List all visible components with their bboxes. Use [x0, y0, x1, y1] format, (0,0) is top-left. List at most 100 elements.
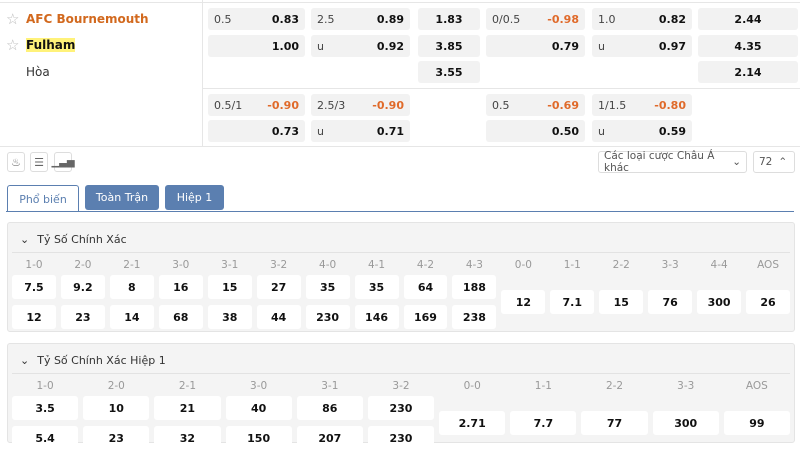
odds-cell[interactable]: 2.5 0.89 [311, 8, 410, 30]
odds-value: 0.71 [376, 124, 404, 138]
score-odds-home[interactable]: 40 [225, 396, 292, 420]
tab-toan-tran[interactable]: Toàn Trận [85, 185, 159, 210]
odds-cell[interactable]: 0.50 [486, 120, 585, 142]
odds-cell[interactable]: 0.73 [208, 120, 305, 142]
score-odds-home[interactable]: 15 [207, 275, 252, 299]
score-odds-draw[interactable]: 77 [581, 411, 648, 435]
score-odds-away[interactable]: 32 [154, 426, 221, 450]
odds-cell[interactable]: u 0.97 [592, 35, 692, 57]
odds-cell[interactable]: 0.5/1 -0.90 [208, 94, 305, 116]
score-odds-away[interactable]: 23 [60, 305, 105, 329]
score-label: 0-0 [463, 380, 481, 392]
section-header[interactable]: ⌄ Tỷ Số Chính Xác Hiệp 1 [12, 348, 790, 374]
score-odds-away[interactable]: 5.4 [12, 426, 79, 450]
score-odds-away[interactable]: 169 [403, 305, 448, 329]
fire-icon[interactable]: ♨ [7, 152, 25, 172]
score-label: 2-2 [612, 259, 630, 271]
score-odds-away[interactable]: 238 [452, 305, 497, 329]
score-label: 4-1 [367, 259, 386, 271]
score-odds-away[interactable]: 38 [207, 305, 252, 329]
score-odds-draw[interactable]: 7.1 [550, 290, 595, 314]
score-odds-away[interactable]: 230 [367, 426, 435, 450]
score-odds-home[interactable]: 64 [403, 275, 448, 299]
score-odds-away[interactable]: 44 [256, 305, 301, 329]
score-odds-home[interactable]: 188 [452, 275, 497, 299]
score-odds-home[interactable]: 8 [109, 275, 154, 299]
odds-cell[interactable]: u 0.59 [592, 120, 692, 142]
tab-label: Hiệp 1 [176, 191, 213, 204]
score-odds-home[interactable]: 86 [296, 396, 363, 420]
odds-value: 2.14 [734, 65, 762, 79]
odds-cell[interactable]: 2.5/3 -0.90 [311, 94, 410, 116]
score-odds-home[interactable]: 21 [154, 396, 221, 420]
odds-cell[interactable]: 0/0.5 -0.98 [486, 8, 585, 30]
score-odds-draw[interactable]: 99 [723, 411, 790, 435]
odds-cell[interactable]: 1.00 [208, 35, 305, 57]
score-odds-draw[interactable]: 76 [648, 290, 693, 314]
tab-hiep-1[interactable]: Hiệp 1 [165, 185, 224, 210]
odds-cell[interactable]: 1.0 0.82 [592, 8, 692, 30]
score-label: 1-0 [25, 259, 43, 271]
star-icon[interactable]: ☆ [6, 36, 20, 54]
score-odds-home[interactable]: 10 [83, 396, 150, 420]
score-odds-draw[interactable]: 12 [501, 290, 546, 314]
odds-cell[interactable]: 0.5 0.83 [208, 8, 305, 30]
score-odds-home[interactable]: 7.5 [12, 275, 56, 299]
score-odds-draw[interactable]: 300 [697, 290, 742, 314]
score-odds-draw[interactable]: 300 [652, 411, 719, 435]
odds-cell[interactable]: 4.35 [698, 35, 798, 57]
score-odds-home[interactable]: 16 [158, 275, 203, 299]
score-label: 3-0 [172, 259, 190, 271]
section-header[interactable]: ⌄ Tỷ Số Chính Xác [12, 227, 790, 253]
odds-value: 3.55 [435, 65, 463, 79]
tab-pho-bien[interactable]: Phổ biến [7, 185, 79, 212]
chevron-down-icon: ⌄ [20, 233, 30, 246]
tab-label: Toàn Trận [95, 191, 149, 204]
market-select[interactable]: Các loại cược Châu Á khác ⌄ [598, 150, 747, 174]
collapse-count-button[interactable]: 72 ⌃ [753, 151, 795, 173]
odds-line: 2.5 [317, 12, 335, 26]
score-odds-away[interactable]: 146 [354, 305, 399, 329]
odds-cell[interactable]: u 0.92 [311, 35, 410, 57]
odds-cell[interactable]: 0.5 -0.69 [486, 94, 585, 116]
odds-cell[interactable]: 2.14 [698, 61, 798, 83]
score-odds-home[interactable]: 9.2 [60, 275, 105, 299]
team-away: ☆ Fulham [6, 34, 76, 56]
odds-cell[interactable]: u 0.71 [311, 120, 410, 142]
odds-value: -0.80 [654, 98, 686, 112]
star-icon[interactable]: ☆ [6, 10, 20, 28]
score-odds-draw[interactable]: 15 [599, 290, 644, 314]
chart-icon[interactable]: ▁▃▅ [51, 152, 75, 172]
odds-cell[interactable]: 3.85 [418, 35, 480, 57]
score-odds-away[interactable]: 23 [83, 426, 150, 450]
odds-cell[interactable]: 1.83 [418, 8, 480, 30]
score-odds-away[interactable]: 68 [158, 305, 203, 329]
score-odds-away[interactable]: 12 [12, 305, 56, 329]
odds-cell[interactable]: 1/1.5 -0.80 [592, 94, 692, 116]
score-label: AOS [757, 259, 779, 271]
score-odds-home[interactable]: 35 [354, 275, 399, 299]
list-icon[interactable]: ☰ [30, 152, 48, 172]
score-odds-draw[interactable]: 2.71 [439, 411, 506, 435]
chevron-up-icon: ⌃ [778, 156, 788, 168]
score-odds-away[interactable]: 14 [109, 305, 154, 329]
odds-value: 0.59 [658, 124, 686, 138]
odds-cell[interactable]: 2.44 [698, 8, 798, 30]
score-odds-away[interactable]: 230 [305, 305, 350, 329]
score-odds-away[interactable]: 150 [225, 426, 292, 450]
score-odds-away[interactable]: 207 [296, 426, 363, 450]
score-odds-draw[interactable]: 7.7 [510, 411, 577, 435]
score-odds-home[interactable]: 3.5 [12, 396, 79, 420]
odds-value: 0.89 [376, 12, 404, 26]
chevron-down-icon: ⌄ [732, 156, 741, 168]
score-odds-home[interactable]: 27 [256, 275, 301, 299]
odds-line: 0.5 [492, 98, 510, 112]
score-odds-draw[interactable]: 26 [746, 290, 790, 314]
score-odds-home[interactable]: 35 [305, 275, 350, 299]
score-label: 3-1 [321, 380, 339, 392]
odds-cell[interactable]: 0.79 [486, 35, 585, 57]
divider [202, 0, 203, 146]
score-odds-home[interactable]: 230 [367, 396, 435, 420]
odds-cell[interactable]: 3.55 [418, 61, 480, 83]
section-correct-score-h1: ⌄ Tỷ Số Chính Xác Hiệp 1 1-0 2-0 2-1 3-0 3-1 3-… [7, 343, 795, 450]
